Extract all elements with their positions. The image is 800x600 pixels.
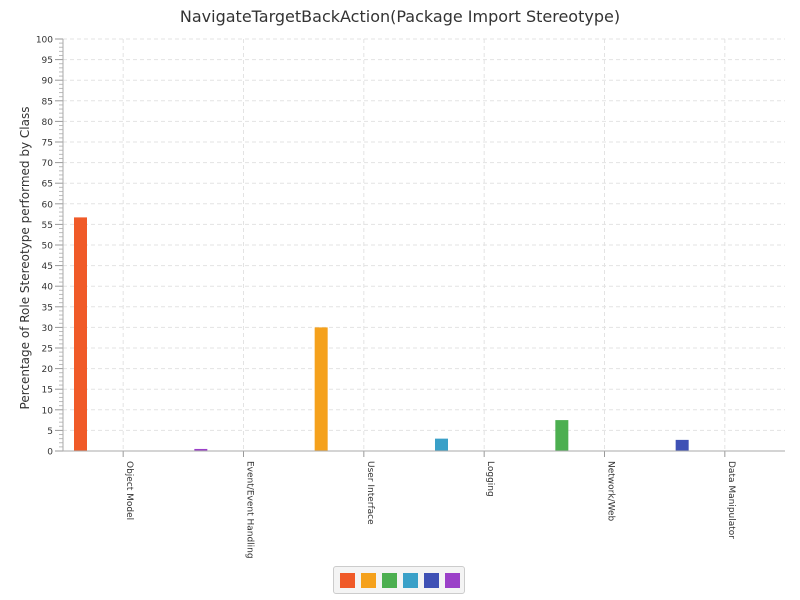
y-tick-label: 85 xyxy=(42,97,53,107)
legend-swatch xyxy=(445,573,460,588)
y-tick-label: 90 xyxy=(42,77,54,87)
chart-title: NavigateTargetBackAction(Package Import … xyxy=(179,7,621,26)
x-tick-label: Event/Event Handling xyxy=(245,461,255,559)
y-tick-label: 40 xyxy=(42,283,54,293)
x-tick-label: User Interface xyxy=(365,461,375,525)
x-tick-label: Object Model xyxy=(124,461,134,520)
bar-event-event-handling xyxy=(194,448,208,451)
x-tick-label: Data Manipulator xyxy=(726,461,736,539)
bar-data-manipulator xyxy=(675,439,689,451)
bar-user-interface xyxy=(314,327,328,451)
y-tick-label: 55 xyxy=(42,221,53,231)
legend-swatch xyxy=(361,573,376,588)
y-tick-label: 100 xyxy=(36,36,53,46)
y-tick-label: 80 xyxy=(42,118,54,128)
x-tick-label: Logging xyxy=(485,461,495,497)
bar-logging xyxy=(435,438,448,451)
y-tick-label: 15 xyxy=(42,386,53,396)
y-tick-label: 50 xyxy=(42,242,54,252)
y-tick-label: 60 xyxy=(42,200,54,210)
y-tick-label: 10 xyxy=(42,406,54,416)
y-tick-label: 95 xyxy=(42,56,53,66)
y-tick-label: 75 xyxy=(42,139,53,149)
y-tick-label: 5 xyxy=(47,427,53,437)
legend-swatch xyxy=(382,573,397,588)
y-tick-label: 70 xyxy=(42,159,54,169)
y-tick-label: 35 xyxy=(42,303,53,313)
y-tick-label: 0 xyxy=(47,448,53,458)
bar-object-model xyxy=(74,217,87,451)
legend-swatch xyxy=(403,573,418,588)
x-tick-label: Network/Web xyxy=(606,461,616,522)
legend-swatch xyxy=(340,573,355,588)
y-tick-label: 45 xyxy=(42,262,53,272)
y-tick-label: 25 xyxy=(42,345,53,355)
y-tick-label: 65 xyxy=(42,180,53,190)
bar-network-web xyxy=(555,420,569,451)
y-tick-label: 30 xyxy=(42,324,54,334)
y-tick-label: 20 xyxy=(42,365,54,375)
legend xyxy=(333,566,465,594)
legend-swatch xyxy=(424,573,439,588)
